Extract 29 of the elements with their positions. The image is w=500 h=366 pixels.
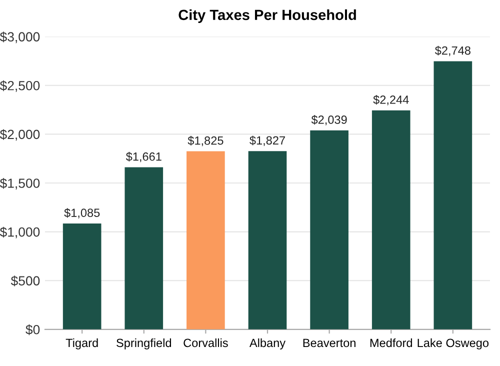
y-tick-label: $1,000 [0, 226, 40, 238]
chart-title: City Taxes Per Household [178, 9, 356, 23]
bar [248, 151, 287, 330]
data-label: $2,039 [311, 115, 347, 126]
y-tick-label: $2,500 [0, 80, 40, 92]
y-tick-label: $1,500 [0, 178, 40, 190]
bar [62, 224, 102, 330]
x-tick-label: Springfield [116, 338, 172, 350]
data-label: $1,827 [250, 136, 285, 146]
y-tick-label: $0 [26, 324, 40, 336]
data-label: $1,661 [126, 152, 162, 162]
bar [372, 110, 410, 330]
bar [434, 61, 472, 330]
x-tick-label: Beaverton [303, 338, 356, 348]
bar [310, 130, 348, 330]
data-label: $2,748 [434, 46, 470, 56]
y-tick-label: $500 [10, 276, 40, 286]
x-tick-label: Albany [249, 338, 286, 350]
x-tick-label: Medford [370, 338, 412, 348]
x-tick-label: Lake Oswego [418, 338, 489, 350]
y-tick-label: $3,000 [0, 32, 40, 44]
bar [186, 151, 225, 330]
data-label: $1,825 [188, 136, 224, 146]
data-label: $2,244 [373, 95, 409, 106]
x-tick-label: Tigard [66, 338, 98, 350]
x-tick-label: Corvallis [184, 338, 228, 348]
data-label: $1,085 [64, 208, 100, 218]
bar [124, 167, 164, 330]
y-tick-label: $2,000 [0, 129, 40, 141]
